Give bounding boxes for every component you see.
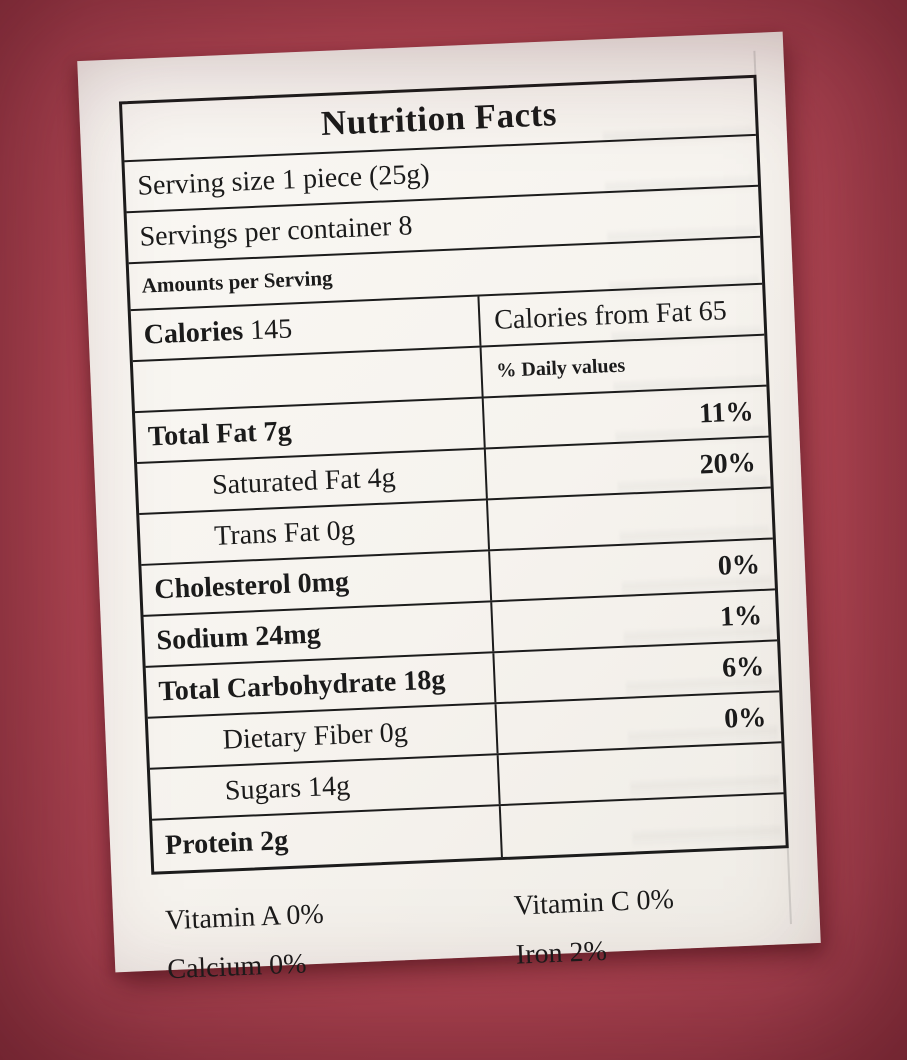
nutrient-name: Sugars 14g — [224, 769, 351, 807]
nutrient-name: Total Fat 7g — [147, 415, 293, 453]
nutrient-dv-cell: 11% — [484, 387, 769, 448]
nutrient-dv: 0% — [717, 548, 761, 582]
nutrient-name: Total Carbohydrate 18g — [158, 663, 446, 707]
nutrient-dv-cell: 6% — [494, 641, 779, 702]
nutrient-dv: 1% — [719, 599, 763, 633]
nutrient-dv-cell: 0% — [496, 692, 781, 753]
iron-text: Iron 2% — [515, 935, 608, 971]
nutrient-dv-cell: 0% — [490, 539, 775, 600]
serving-size-text: Serving size 1 piece (25g) — [136, 158, 431, 202]
amounts-per-serving-text: Amounts per Serving — [141, 265, 333, 298]
label-title: Nutrition Facts — [320, 94, 558, 144]
nutrient-dv-cell — [501, 794, 786, 857]
nutrient-dv-cell: 1% — [492, 590, 777, 651]
calcium-text: Calcium 0% — [166, 947, 308, 985]
servings-per-container-text: Servings per container 8 — [138, 209, 413, 253]
calories-from-fat-cell: Calories from Fat 65 — [479, 285, 764, 346]
nutrient-dv: 11% — [698, 395, 755, 429]
nutrient-name: Dietary Fiber 0g — [222, 716, 409, 756]
nutrient-name: Trans Fat 0g — [213, 514, 356, 552]
nutrient-dv-cell — [499, 743, 784, 804]
nutrient-dv-cell — [488, 489, 773, 550]
nutrient-name: Sodium 24mg — [155, 618, 322, 656]
nutrient-dv: 0% — [723, 701, 767, 735]
nutrition-label-paper: Nutrition Facts Serving size 1 piece (25… — [77, 31, 821, 985]
nutrient-dv-cell: 20% — [486, 438, 771, 499]
nutrition-facts-table: Nutrition Facts Serving size 1 piece (25… — [118, 74, 789, 875]
vitamin-c-text: Vitamin C 0% — [513, 883, 675, 922]
calories-from-fat-text: Calories from Fat 65 — [493, 294, 728, 336]
daily-values-header-cell: % Daily values — [481, 336, 766, 397]
nutrient-name: Protein 2g — [164, 824, 289, 861]
daily-values-header-text: % Daily values — [495, 354, 626, 382]
vitamins-section: Vitamin A 0% Vitamin C 0% Calcium 0% Iro… — [152, 860, 788, 994]
vitamin-a-text: Vitamin A 0% — [164, 898, 325, 936]
calories-value: 145 — [249, 312, 293, 346]
nutrient-dv: 6% — [721, 650, 765, 684]
nutrient-name: Saturated Fat 4g — [211, 461, 397, 501]
nutrient-name: Cholesterol 0mg — [153, 565, 350, 605]
nutrient-dv: 20% — [698, 446, 757, 480]
calories-label: Calories — [143, 314, 244, 351]
